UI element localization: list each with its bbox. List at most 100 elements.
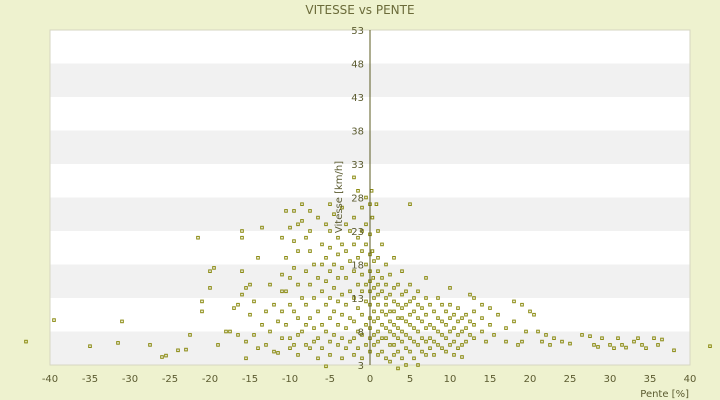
data-point	[296, 282, 300, 287]
data-point	[276, 319, 280, 324]
data-point	[380, 289, 384, 294]
data-point	[424, 296, 428, 300]
data-point	[316, 336, 320, 340]
data-point	[616, 336, 620, 340]
data-point	[416, 363, 420, 367]
data-point	[288, 302, 292, 307]
x-tick-label: -20	[202, 374, 218, 385]
y-tick-label: 38	[351, 127, 364, 138]
data-point	[412, 326, 416, 330]
data-point	[374, 202, 379, 206]
data-point	[328, 339, 332, 344]
data-point	[516, 343, 520, 347]
data-point	[408, 336, 412, 340]
data-point	[376, 292, 380, 297]
data-point	[332, 262, 336, 267]
data-point	[320, 323, 324, 327]
y-tick-label: 48	[351, 60, 364, 71]
data-point	[340, 242, 344, 247]
data-point	[332, 212, 336, 216]
data-point	[316, 356, 320, 361]
data-point	[272, 302, 276, 307]
data-point	[344, 346, 348, 350]
data-point	[392, 343, 396, 347]
data-point	[296, 222, 300, 227]
data-point	[280, 336, 284, 340]
data-point	[256, 346, 260, 350]
data-point	[380, 309, 384, 314]
data-point	[468, 333, 472, 337]
data-point	[448, 343, 452, 347]
data-point	[356, 189, 360, 193]
data-point	[436, 343, 440, 347]
y-tick-labels: 53 48 43 38 33 28 23 18 13 8 3	[351, 26, 364, 372]
data-point	[352, 242, 356, 247]
x-tick-label: 10	[444, 374, 457, 385]
data-point	[356, 346, 360, 350]
data-point	[512, 299, 516, 304]
data-point	[472, 323, 476, 327]
data-point	[284, 256, 288, 260]
data-point	[360, 356, 364, 361]
data-point	[456, 306, 460, 310]
data-point	[400, 292, 404, 297]
data-point	[324, 329, 328, 334]
data-point	[340, 336, 344, 340]
data-point	[280, 309, 284, 314]
data-point	[336, 276, 340, 280]
y-axis-label: Vitesse [km/h]	[334, 161, 345, 233]
y-tick-label: 53	[351, 26, 364, 37]
data-point	[388, 272, 392, 277]
data-point	[348, 316, 352, 320]
data-point	[312, 326, 316, 330]
data-point	[396, 349, 400, 354]
data-point	[424, 353, 428, 357]
x-tick-label: -35	[82, 374, 98, 385]
data-point	[388, 359, 392, 364]
data-point	[308, 229, 312, 233]
data-point	[444, 323, 448, 327]
data-point	[376, 256, 380, 260]
data-point	[252, 299, 256, 304]
x-tick-label: 30	[604, 374, 617, 385]
data-point	[300, 202, 304, 206]
data-point	[312, 339, 316, 344]
data-point	[24, 339, 28, 344]
data-point	[468, 292, 472, 297]
data-point	[504, 339, 508, 344]
y-tick-label: 23	[351, 227, 364, 238]
data-point	[348, 259, 352, 263]
data-point	[376, 329, 380, 334]
data-point	[404, 333, 408, 337]
data-point	[324, 279, 328, 283]
data-point	[240, 269, 244, 273]
data-point	[412, 296, 416, 300]
data-point	[520, 339, 524, 344]
data-point	[420, 349, 424, 354]
data-point	[344, 326, 348, 330]
data-point	[296, 316, 300, 320]
data-point	[504, 326, 508, 330]
data-point	[384, 356, 388, 361]
data-point	[252, 333, 256, 337]
x-tick-label: -30	[122, 374, 138, 385]
data-point	[340, 266, 344, 270]
data-point	[296, 333, 300, 337]
data-point	[452, 339, 456, 344]
data-point	[356, 306, 360, 310]
data-point	[200, 309, 204, 314]
data-point	[612, 346, 616, 350]
data-point	[248, 312, 252, 317]
data-point	[304, 302, 308, 307]
data-point	[280, 235, 284, 240]
data-point	[608, 343, 612, 347]
data-point	[364, 343, 368, 347]
data-point	[416, 289, 420, 294]
data-point	[248, 282, 252, 287]
data-point	[336, 323, 340, 327]
data-point	[348, 339, 352, 344]
data-point	[320, 242, 324, 247]
data-point	[284, 289, 288, 294]
data-point	[384, 336, 388, 340]
x-tick-label: 20	[524, 374, 537, 385]
